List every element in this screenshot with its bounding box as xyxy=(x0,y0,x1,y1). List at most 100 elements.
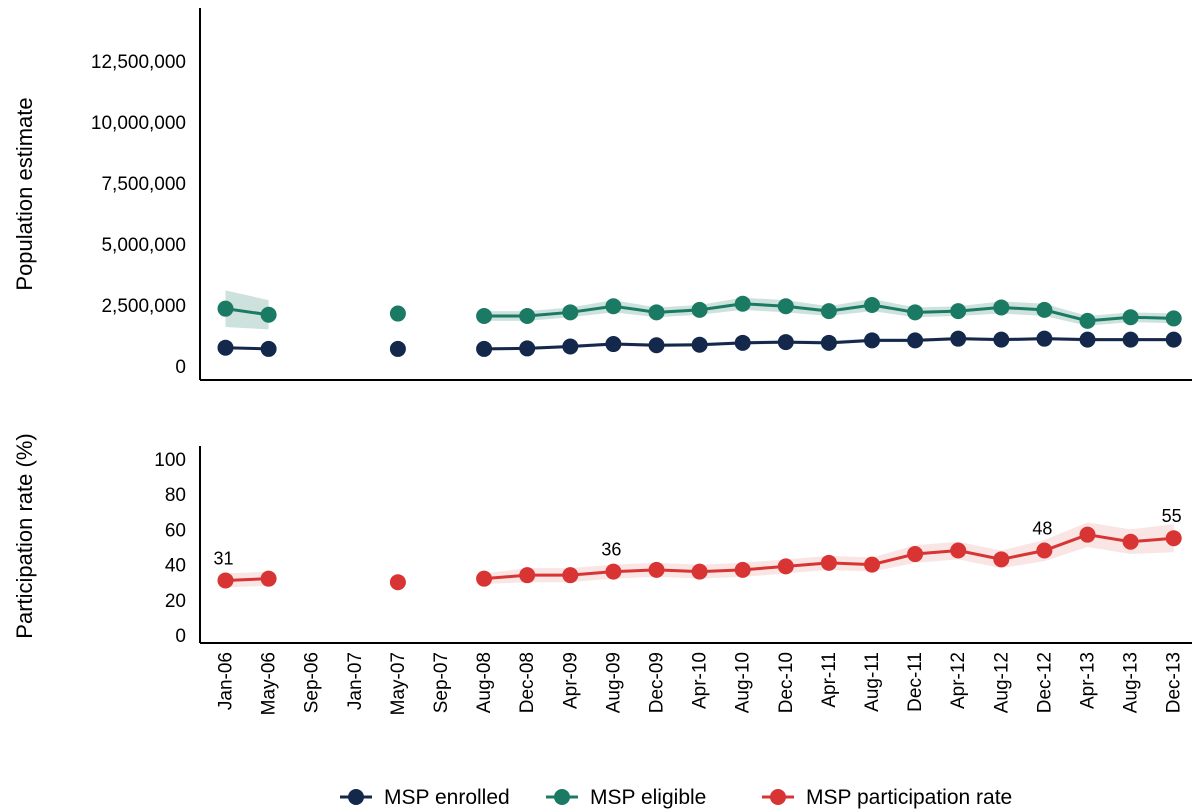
y-tick-label: 5,000,000 xyxy=(101,235,186,256)
data-point xyxy=(1122,331,1139,348)
y-tick-label: 2,500,000 xyxy=(101,296,186,317)
y-tick-label: 20 xyxy=(165,591,186,612)
data-point xyxy=(476,340,493,357)
data-point xyxy=(648,561,665,578)
x-tick-label: Aug-08 xyxy=(474,652,495,713)
data-point xyxy=(648,337,665,354)
confidence-band xyxy=(225,290,269,330)
data-point xyxy=(260,570,277,587)
data-point xyxy=(734,295,751,312)
data-point xyxy=(950,330,967,347)
data-point xyxy=(1036,330,1053,347)
legend-label: MSP enrolled xyxy=(384,786,510,809)
data-point xyxy=(260,306,277,323)
data-point xyxy=(734,334,751,351)
data-label: 31 xyxy=(213,548,233,568)
data-point xyxy=(476,307,493,324)
x-tick-label: Apr-10 xyxy=(690,652,711,709)
x-tick-label: Aug-10 xyxy=(733,652,754,713)
data-point xyxy=(562,304,579,321)
data-label: 48 xyxy=(1032,519,1052,539)
x-tick-label: Jan-07 xyxy=(345,652,366,710)
x-tick-label: Sep-06 xyxy=(302,652,323,713)
data-point xyxy=(648,304,665,321)
data-point xyxy=(519,307,536,324)
legend-swatch-marker xyxy=(348,789,364,805)
data-point xyxy=(691,336,708,353)
y-tick-label: 80 xyxy=(165,485,186,506)
population-panel: 0 2,500,000 5,000,000 7,500,000 10,000,000 12… xyxy=(12,8,1192,381)
data-point xyxy=(389,574,406,591)
data-point xyxy=(1165,331,1182,348)
data-label: 55 xyxy=(1162,506,1182,526)
data-point xyxy=(562,567,579,584)
legend-swatch-marker xyxy=(770,789,786,805)
data-point xyxy=(993,331,1010,348)
data-point xyxy=(519,567,536,584)
y-tick-label: 7,500,000 xyxy=(101,174,186,195)
y-tick-label: 60 xyxy=(165,520,186,541)
data-point xyxy=(950,303,967,320)
data-point xyxy=(605,563,622,580)
data-point xyxy=(260,340,277,357)
x-tick-label: Aug-13 xyxy=(1121,652,1142,713)
data-point xyxy=(1079,312,1096,329)
data-point xyxy=(820,303,837,320)
x-tick-label: May-07 xyxy=(388,652,409,715)
data-point xyxy=(562,338,579,355)
data-point xyxy=(1165,530,1182,547)
y-tick-label: 0 xyxy=(175,357,186,378)
data-point xyxy=(907,304,924,321)
legend-swatch-marker xyxy=(554,789,570,805)
legend-label: MSP eligible xyxy=(590,786,706,809)
data-point xyxy=(777,558,794,575)
data-point xyxy=(864,556,880,573)
x-tick-label: Jan-06 xyxy=(216,652,237,710)
data-point xyxy=(1079,331,1096,348)
data-point xyxy=(389,305,406,322)
x-tick-label: Dec-13 xyxy=(1164,652,1185,713)
data-point xyxy=(907,546,924,563)
x-tick-label: Dec-10 xyxy=(776,652,797,713)
x-tick-label: Apr-13 xyxy=(1078,652,1099,709)
data-point xyxy=(777,334,794,351)
data-point xyxy=(1122,533,1139,550)
data-point xyxy=(734,561,751,578)
x-tick-label: Dec-12 xyxy=(1034,652,1055,713)
data-point xyxy=(217,572,234,589)
x-tick-label: May-06 xyxy=(259,652,280,715)
data-point xyxy=(519,340,536,357)
y-axis-title: Participation rate (%) xyxy=(12,433,37,638)
x-tick-label: Aug-09 xyxy=(603,652,624,713)
data-point xyxy=(820,334,837,351)
x-tick-label: Apr-11 xyxy=(819,652,840,708)
data-point xyxy=(1036,542,1053,559)
data-point xyxy=(389,340,406,357)
data-point xyxy=(777,298,794,315)
y-tick-label: 10,000,000 xyxy=(91,113,186,134)
data-point xyxy=(907,332,924,349)
data-point xyxy=(1165,310,1182,327)
data-point xyxy=(993,551,1010,568)
data-point xyxy=(691,301,708,318)
data-point xyxy=(217,300,234,317)
x-tick-label: Dec-08 xyxy=(517,652,538,713)
x-tick-label: Sep-07 xyxy=(431,652,452,713)
data-label: 36 xyxy=(601,540,621,560)
data-point xyxy=(1122,309,1139,326)
data-point xyxy=(864,297,880,313)
data-point xyxy=(605,298,622,315)
x-tick-label: Dec-09 xyxy=(647,652,668,713)
y-tick-label: 0 xyxy=(175,626,186,647)
data-point xyxy=(950,542,967,559)
y-tick-label: 100 xyxy=(154,450,186,471)
legend: MSP enrolled MSP eligible MSP participatio… xyxy=(340,786,1012,809)
data-point xyxy=(476,570,493,587)
x-tick-label: Aug-12 xyxy=(991,652,1012,713)
x-tick-label: Apr-09 xyxy=(560,652,581,709)
data-point xyxy=(864,332,880,349)
x-tick-label: Apr-12 xyxy=(948,652,969,709)
data-point xyxy=(1036,301,1053,318)
y-axis-title: Population estimate xyxy=(12,97,37,290)
